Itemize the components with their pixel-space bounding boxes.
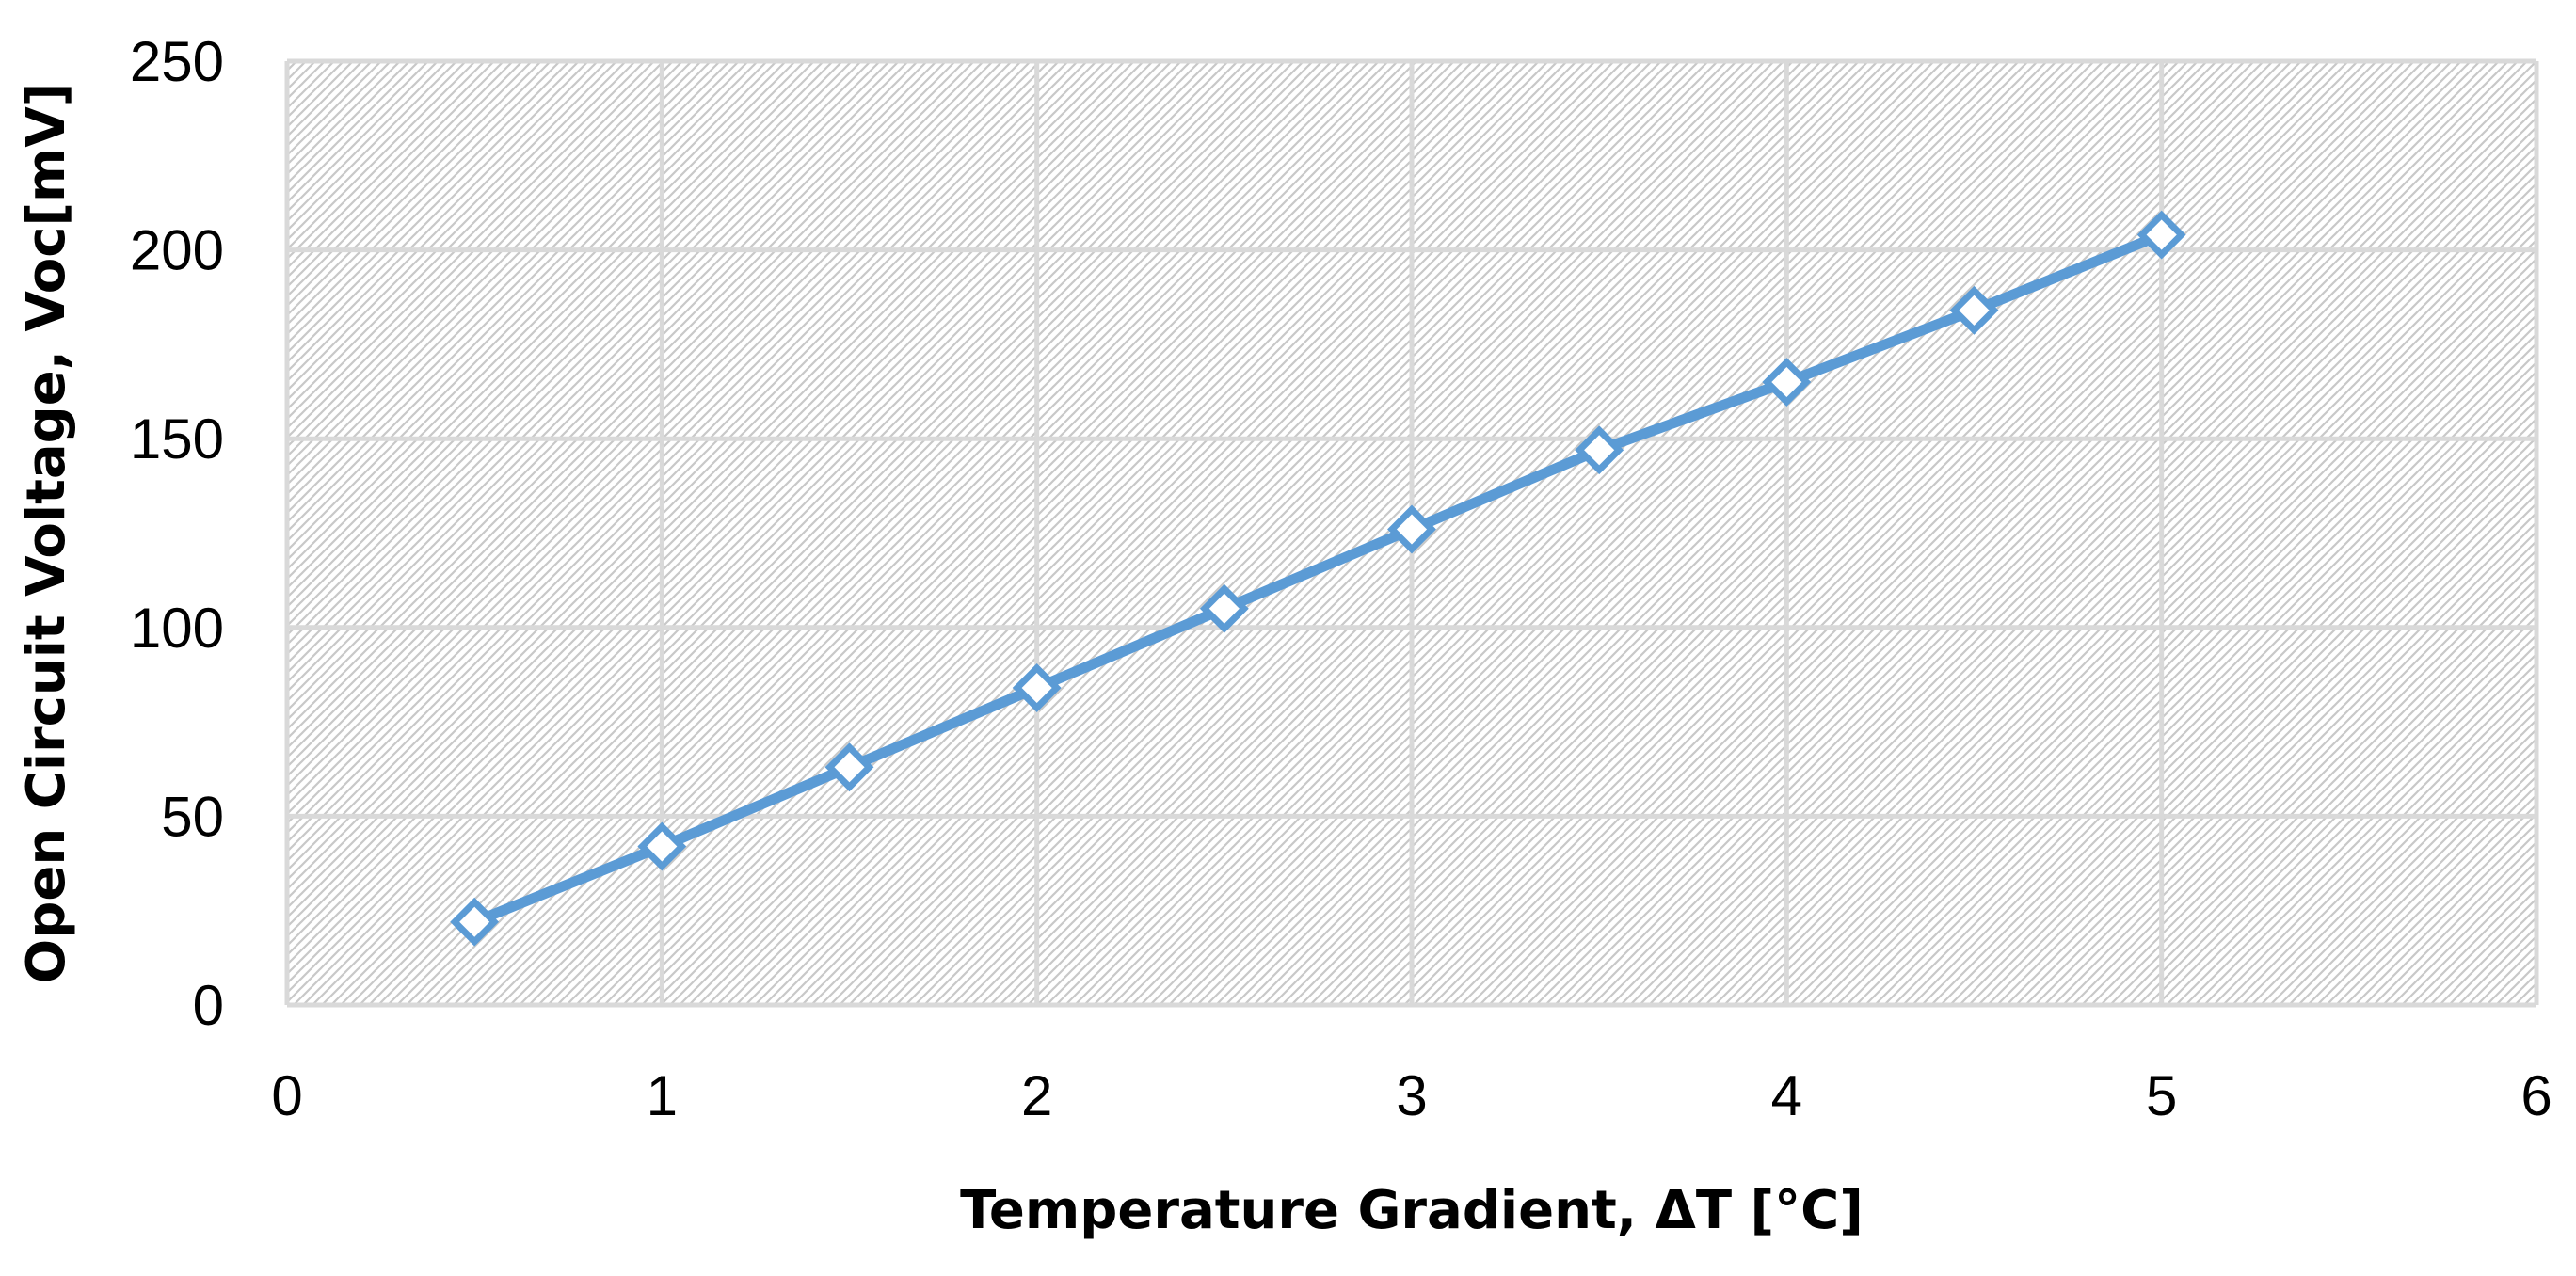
x-tick-label: 2: [1021, 1064, 1052, 1127]
x-tick-label: 4: [1771, 1064, 1802, 1127]
y-tick-label: 200: [130, 219, 224, 282]
y-tick-label: 0: [193, 974, 224, 1037]
x-tick-label: 3: [1396, 1064, 1427, 1127]
y-axis-title: Open Circuit Voltage, Voc[mV]: [16, 83, 77, 984]
data-point-marker: [637, 821, 687, 871]
x-axis-title: Temperature Gradient, ΔT [°C]: [960, 1180, 1864, 1241]
x-tick-label: 0: [271, 1064, 302, 1127]
x-axis-ticks: 0 1 2 3 4 5 6: [271, 1064, 2552, 1127]
x-tick-label: 5: [2146, 1064, 2177, 1127]
series-group: [450, 210, 2186, 947]
x-tick-label: 1: [647, 1064, 678, 1127]
y-tick-label: 50: [161, 785, 224, 848]
y-tick-label: 150: [130, 407, 224, 471]
data-point-marker: [1949, 285, 1999, 335]
x-tick-label: 6: [2520, 1064, 2552, 1127]
data-point-marker: [1199, 583, 1249, 633]
data-point-marker: [1387, 504, 1436, 554]
y-tick-label: 250: [130, 30, 224, 93]
data-point-marker: [1762, 358, 1812, 407]
y-tick-label: 100: [130, 597, 224, 660]
data-point-marker: [2136, 210, 2186, 260]
data-point-marker: [1012, 663, 1062, 712]
data-point-marker: [1575, 425, 1624, 475]
series-line: [469, 230, 2168, 928]
data-point-marker: [824, 742, 874, 792]
data-point-marker: [450, 897, 500, 947]
y-axis-ticks: 0 50 100 150 200 250: [130, 30, 224, 1037]
